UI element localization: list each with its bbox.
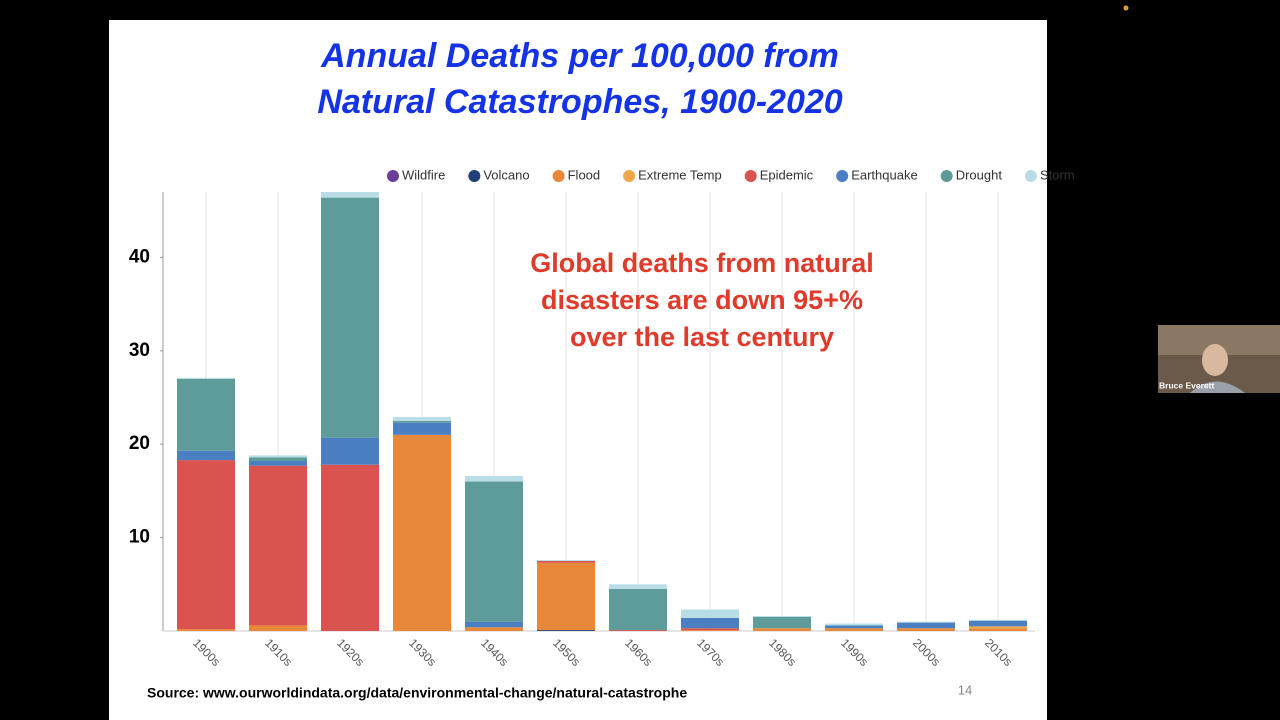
bar-segment (393, 434, 451, 631)
bar-segment (897, 622, 955, 629)
legend-marker (940, 170, 953, 182)
bar-segment (465, 621, 523, 628)
bar-segment (321, 192, 379, 198)
face (1202, 344, 1228, 376)
y-tick-label: 30 (129, 340, 150, 361)
bar-segment (753, 616, 811, 629)
annotation: disasters are down 95+% (541, 285, 863, 315)
bar-segment (177, 460, 235, 630)
slide-number: 14 (958, 682, 972, 697)
bar-segment (177, 378, 235, 451)
annotation: Global deaths from natural (530, 248, 874, 278)
legend-marker (468, 170, 481, 182)
legend-label: Wildfire (402, 167, 445, 182)
title-line: Natural Catastrophes, 1900-2020 (317, 83, 842, 121)
y-tick-label: 20 (129, 433, 150, 454)
bar-segment (393, 420, 451, 423)
bar-segment (465, 627, 523, 631)
bar-segment (393, 422, 451, 435)
legend-marker (1024, 170, 1037, 182)
annotation: over the last century (570, 322, 834, 352)
bar-segment (177, 377, 235, 379)
indicator-dot (1123, 5, 1129, 11)
bar-segment (969, 628, 1027, 631)
bar-segment (825, 623, 883, 626)
y-tick-label: 10 (129, 527, 150, 548)
bar-segment (249, 457, 307, 462)
bar-segment (897, 628, 955, 631)
legend-marker (744, 170, 757, 182)
bar-segment (249, 625, 307, 631)
bar-segment (321, 197, 379, 438)
bar-segment (609, 630, 667, 631)
bar-segment (609, 584, 667, 589)
bar-segment (969, 626, 1027, 629)
participant-tile: Bruce Everett (1158, 325, 1280, 393)
bar-segment (969, 620, 1027, 627)
legend-marker (552, 170, 565, 182)
bar-segment (177, 629, 235, 631)
legend-label: Extreme Temp (638, 167, 722, 182)
bar-segment (681, 617, 739, 629)
bar-segment (321, 464, 379, 631)
bar-segment (465, 481, 523, 622)
bar-segment (537, 562, 595, 631)
shoulders (1190, 381, 1245, 393)
legend-label: Volcano (483, 167, 529, 182)
legend-label: Drought (956, 167, 1003, 182)
bar-segment (321, 437, 379, 465)
legend-label: Epidemic (760, 167, 814, 182)
bar-segment (537, 630, 595, 631)
bar-segment (681, 628, 739, 631)
bar-segment (897, 621, 955, 623)
bar-segment (537, 560, 595, 563)
bar-segment (753, 628, 811, 631)
bar-segment (249, 461, 307, 466)
bar-segment (681, 609, 739, 618)
legend-marker (623, 170, 636, 182)
legend-label: Earthquake (851, 167, 918, 182)
bar-segment (681, 630, 739, 631)
bar-segment (825, 625, 883, 629)
bar-segment (969, 619, 1027, 621)
bar-segment (753, 616, 811, 617)
bar-segment (825, 628, 883, 631)
legend-label: Storm (1040, 167, 1075, 182)
legend-marker (387, 170, 399, 182)
y-tick-label: 40 (129, 246, 150, 267)
bar-segment (609, 588, 667, 631)
bar-segment (177, 450, 235, 461)
bar-segment (465, 475, 523, 482)
source: Source: www.ourworldindata.org/data/envi… (147, 685, 687, 701)
bar-segment (249, 465, 307, 626)
participant-name[interactable]: Bruce Everett (1159, 380, 1214, 390)
legend-marker (836, 170, 849, 182)
legend-label: Flood (568, 167, 601, 182)
bar-segment (249, 455, 307, 458)
bar-segment (393, 417, 451, 421)
bar-segment (537, 560, 595, 561)
title-line: Annual Deaths per 100,000 from (320, 37, 839, 75)
